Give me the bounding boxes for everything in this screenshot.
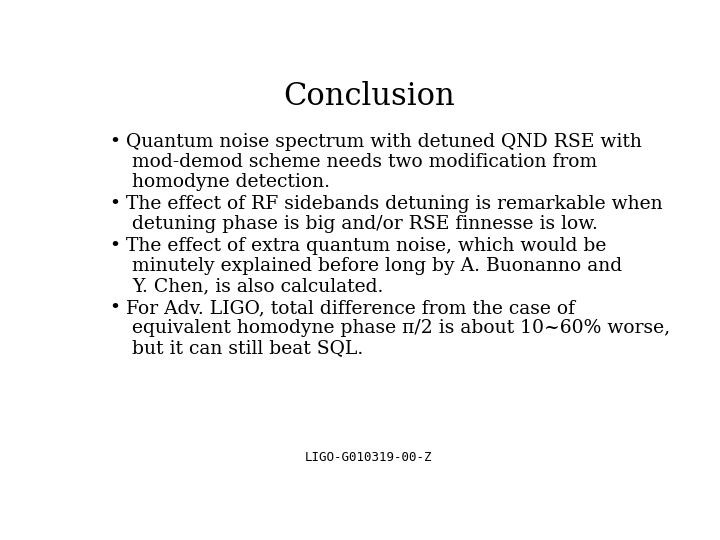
Text: The effect of extra quantum noise, which would be: The effect of extra quantum noise, which… xyxy=(126,238,607,255)
Text: but it can still beat SQL.: but it can still beat SQL. xyxy=(132,339,363,357)
Text: •: • xyxy=(109,195,121,213)
Text: minutely explained before long by A. Buonanno and: minutely explained before long by A. Buo… xyxy=(132,258,622,275)
Text: The effect of RF sidebands detuning is remarkable when: The effect of RF sidebands detuning is r… xyxy=(126,195,663,213)
Text: •: • xyxy=(109,133,121,151)
Text: Conclusion: Conclusion xyxy=(283,82,455,112)
Text: •: • xyxy=(109,238,121,255)
Text: •: • xyxy=(109,299,121,318)
Text: homodyne detection.: homodyne detection. xyxy=(132,173,330,191)
Text: LIGO-G010319-00-Z: LIGO-G010319-00-Z xyxy=(305,451,433,464)
Text: equivalent homodyne phase π/2 is about 10~60% worse,: equivalent homodyne phase π/2 is about 1… xyxy=(132,319,670,338)
Text: Y. Chen, is also calculated.: Y. Chen, is also calculated. xyxy=(132,277,383,295)
Text: detuning phase is big and/or RSE finnesse is low.: detuning phase is big and/or RSE finness… xyxy=(132,215,598,233)
Text: Quantum noise spectrum with detuned QND RSE with: Quantum noise spectrum with detuned QND … xyxy=(126,133,642,151)
Text: For Adv. LIGO, total difference from the case of: For Adv. LIGO, total difference from the… xyxy=(126,299,575,318)
Text: mod-demod scheme needs two modification from: mod-demod scheme needs two modification … xyxy=(132,153,597,171)
